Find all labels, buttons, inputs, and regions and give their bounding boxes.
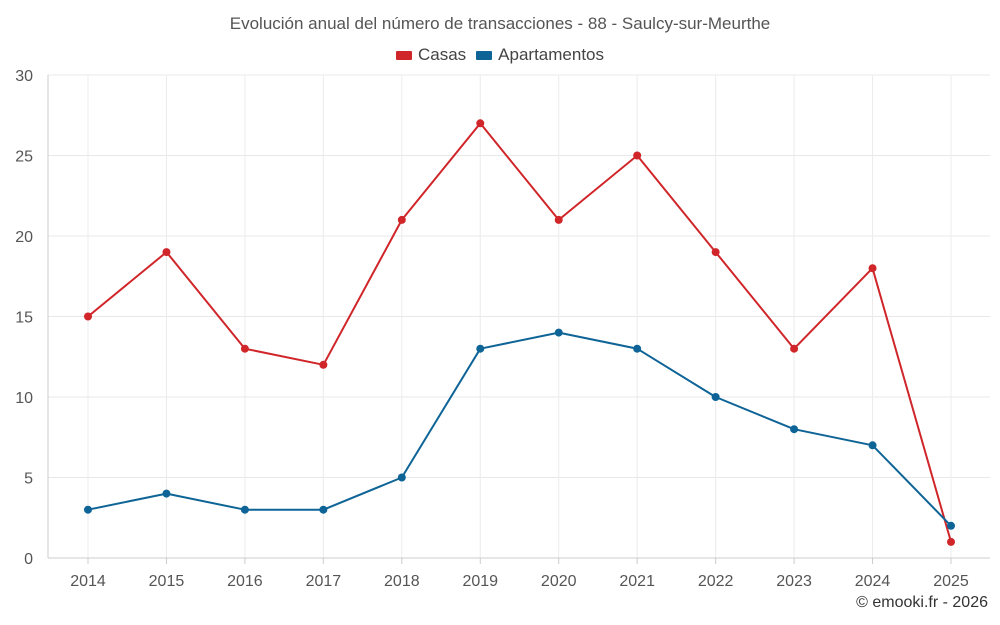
x-tick-label-2024: 2024 xyxy=(855,573,891,590)
legend-item-casas[interactable]: Casas xyxy=(395,45,467,65)
data-point-casas-2017 xyxy=(319,360,328,369)
series-line-apartamentos xyxy=(87,331,952,527)
data-point-casas-2015 xyxy=(162,248,171,257)
y-tick-label-20: 20 xyxy=(15,229,33,246)
chart-title: Evolución anual del número de transaccio… xyxy=(229,14,771,33)
y-tick-label-30: 30 xyxy=(15,68,33,85)
data-point-casas-2014 xyxy=(84,312,92,321)
data-point-casas-2016 xyxy=(240,344,249,353)
data-point-apartamentos-2021 xyxy=(633,344,642,353)
x-tick-label-2023: 2023 xyxy=(776,573,812,590)
data-point-apartamentos-2018 xyxy=(397,473,406,482)
data-point-casas-2019 xyxy=(476,119,485,128)
x-tick-label-2016: 2016 xyxy=(227,573,263,590)
x-tick-label-2014: 2014 xyxy=(70,573,106,590)
x-tick-label-2018: 2018 xyxy=(384,573,420,590)
legend: Casas Apartamentos xyxy=(0,45,1000,65)
y-tick-label-0: 0 xyxy=(24,551,33,568)
data-point-apartamentos-2019 xyxy=(476,344,485,353)
data-point-apartamentos-2023 xyxy=(790,425,799,434)
data-point-casas-2018 xyxy=(397,215,406,224)
data-point-apartamentos-2025 xyxy=(947,521,955,530)
x-tick-label-2017: 2017 xyxy=(306,573,342,590)
series-line-casas xyxy=(87,122,952,543)
data-point-apartamentos-2024 xyxy=(868,441,877,450)
x-tick-label-2025: 2025 xyxy=(933,573,969,590)
data-point-apartamentos-2016 xyxy=(240,505,249,514)
data-point-apartamentos-2015 xyxy=(162,489,171,498)
y-tick-label-25: 25 xyxy=(15,149,33,166)
data-point-casas-2021 xyxy=(633,151,642,160)
data-point-apartamentos-2014 xyxy=(84,505,92,514)
y-tick-label-15: 15 xyxy=(15,310,33,327)
data-point-casas-2022 xyxy=(711,248,720,257)
copyright-credit: © emooki.fr - 2026 xyxy=(856,594,988,611)
data-point-casas-2025 xyxy=(947,537,955,546)
legend-swatch-casas xyxy=(395,50,412,60)
legend-item-apartamentos[interactable]: Apartamentos xyxy=(476,45,604,65)
legend-label-apartamentos: Apartamentos xyxy=(498,45,605,64)
data-point-apartamentos-2022 xyxy=(711,393,720,401)
y-tick-label-5: 5 xyxy=(24,471,33,488)
data-point-casas-2023 xyxy=(790,344,799,353)
legend-swatch-apartamentos xyxy=(476,50,493,60)
y-tick-label-10: 10 xyxy=(15,390,33,407)
data-point-apartamentos-2020 xyxy=(554,328,563,337)
x-tick-label-2022: 2022 xyxy=(698,573,734,590)
x-tick-label-2019: 2019 xyxy=(462,573,498,590)
x-tick-label-2015: 2015 xyxy=(149,573,185,590)
x-tick-label-2021: 2021 xyxy=(619,573,655,590)
legend-label-casas: Casas xyxy=(417,45,467,64)
data-point-apartamentos-2017 xyxy=(319,505,328,514)
x-tick-label-2020: 2020 xyxy=(541,573,577,590)
data-point-casas-2020 xyxy=(554,215,563,224)
data-point-casas-2024 xyxy=(868,264,877,273)
